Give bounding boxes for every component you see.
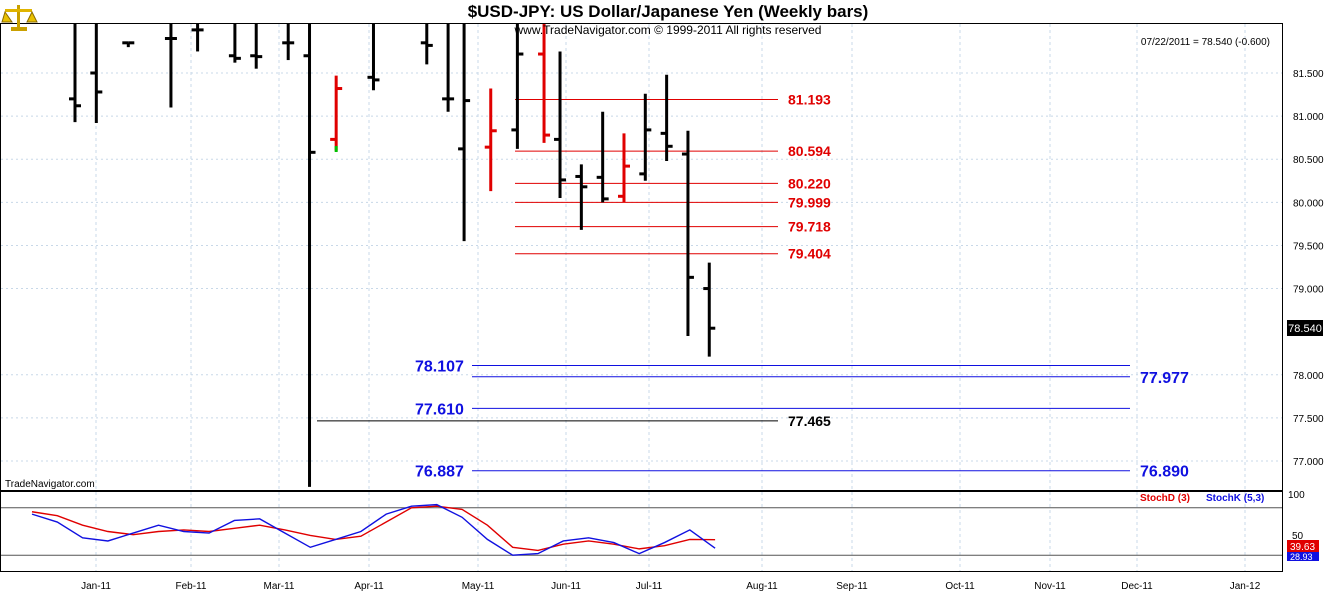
stoch-k-line <box>31 503 716 556</box>
price-tick-label: 81.000 <box>1293 112 1324 123</box>
stoch-tick-100: 100 <box>1288 490 1305 501</box>
x-tick-label: Oct-11 <box>945 581 975 592</box>
stoch-k-legend: StochK (5,3) <box>1206 493 1264 504</box>
price-axis-labels: 81.500 81.000 80.500 80.000 79.500 79.000 78.0… <box>1293 69 1324 468</box>
ohlc-bar <box>90 24 103 124</box>
blue-level-label: 76.887 <box>415 464 464 481</box>
chart-subtitle: www.TradeNavigator.com © 1999-2011 All r… <box>514 23 822 37</box>
ohlc-bars <box>69 24 716 487</box>
x-tick-label: Mar-11 <box>264 581 295 592</box>
ohlc-bar <box>122 41 135 48</box>
blue-level-label: 78.107 <box>415 359 464 376</box>
ohlc-bar <box>458 24 471 242</box>
stoch-d-value: 39.63 <box>1290 542 1315 553</box>
ohlc-bar <box>639 93 652 181</box>
ohlc-bar <box>420 24 433 65</box>
stoch-k-value: 28.93 <box>1290 552 1313 562</box>
last-quote: 07/22/2011 = 78.540 (-0.600) <box>1141 37 1270 48</box>
stoch-d-tag <box>1287 540 1319 552</box>
ohlc-bar <box>442 24 455 112</box>
x-tick-label: May-11 <box>462 581 495 592</box>
x-tick-label: Sep-11 <box>836 581 868 592</box>
stoch-d-line <box>31 505 716 552</box>
ohlc-bar <box>164 24 177 108</box>
price-tick-label: 77.000 <box>1293 457 1324 468</box>
price-tick-label: 77.500 <box>1293 414 1324 425</box>
red-level-label: 80.220 <box>788 175 831 191</box>
red-level-label: 79.718 <box>788 219 831 235</box>
ohlc-bar <box>538 24 551 143</box>
ohlc-bar <box>303 24 316 487</box>
x-tick-label: Nov-11 <box>1034 581 1066 592</box>
x-tick-label: Apr-11 <box>354 581 384 592</box>
ohlc-bar <box>511 24 524 149</box>
red-level-label: 79.404 <box>788 246 831 262</box>
ohlc-bar <box>191 24 204 52</box>
black-level-label: 77.465 <box>788 413 831 429</box>
price-panel-frame <box>0 23 1283 491</box>
x-axis-labels: Jan-11 Feb-11 Mar-11 Apr-11 May-11 Jun-11 Jul-… <box>81 581 1261 592</box>
ohlc-bar <box>330 75 343 151</box>
grid-lines <box>1 24 1282 571</box>
price-tick-label: 79.000 <box>1293 285 1324 296</box>
ohlc-bar <box>617 133 630 203</box>
stoch-tick-50: 50 <box>1292 531 1304 542</box>
price-tick-label: 78.000 <box>1293 371 1324 382</box>
blue-level-label: 77.977 <box>1140 370 1189 387</box>
x-tick-label: Jul-11 <box>636 581 663 592</box>
stoch-k-tag <box>1287 552 1319 561</box>
red-level-label: 81.193 <box>788 91 831 107</box>
blue-level-label: 76.890 <box>1140 463 1189 480</box>
stoch-panel-frame <box>0 491 1283 572</box>
scales-logo-icon <box>1 5 38 31</box>
x-tick-label: Aug-11 <box>746 581 778 592</box>
price-tick-label: 80.000 <box>1293 198 1324 209</box>
current-price-tag <box>1287 320 1323 336</box>
ohlc-bar <box>367 24 380 91</box>
ohlc-bar <box>703 262 716 357</box>
ohlc-bar <box>282 24 295 61</box>
chart-title: $USD-JPY: US Dollar/Japanese Yen (Weekly… <box>468 2 869 21</box>
ohlc-bar <box>554 51 567 199</box>
ohlc-bar <box>228 24 241 63</box>
x-tick-label: Jan-12 <box>1230 581 1261 592</box>
watermark: TradeNavigator.com <box>5 479 95 490</box>
ohlc-bar <box>250 24 263 69</box>
x-tick-label: Jun-11 <box>551 581 581 592</box>
x-tick-label: Dec-11 <box>1121 581 1153 592</box>
x-tick-label: Jan-11 <box>81 581 111 592</box>
price-tick-label: 81.500 <box>1293 69 1324 80</box>
stoch-d-legend: StochD (3) <box>1140 493 1190 504</box>
ohlc-bar <box>681 130 694 336</box>
ohlc-bar <box>660 74 673 161</box>
red-level-label: 79.999 <box>788 194 831 210</box>
red-level-label: 80.594 <box>788 143 831 159</box>
x-tick-label: Feb-11 <box>176 581 207 592</box>
price-tick-label: 80.500 <box>1293 155 1324 166</box>
stochastic-lines <box>1 503 1282 556</box>
ohlc-bar <box>596 111 609 203</box>
ohlc-bar <box>484 88 497 192</box>
price-tick-label: 79.500 <box>1293 241 1324 252</box>
ohlc-bar <box>69 24 81 123</box>
ohlc-bar <box>575 164 588 230</box>
blue-level-label: 77.610 <box>415 401 464 418</box>
current-price-label: 78.540 <box>1288 323 1322 335</box>
level-lines: 81.193 80.594 80.220 79.999 79.718 79.404 78.1… <box>317 91 1189 481</box>
